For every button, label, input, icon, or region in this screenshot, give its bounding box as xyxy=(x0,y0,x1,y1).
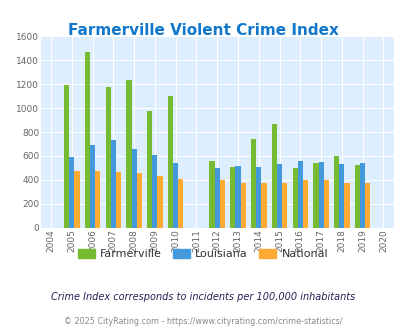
Bar xyxy=(147,111,152,228)
Bar xyxy=(343,183,349,228)
Bar xyxy=(95,172,100,228)
Bar xyxy=(271,124,276,228)
Bar xyxy=(281,183,287,228)
Bar xyxy=(173,162,178,228)
Bar xyxy=(116,172,121,228)
Bar xyxy=(209,161,214,228)
Bar xyxy=(339,164,343,228)
Text: Farmerville Violent Crime Index: Farmerville Violent Crime Index xyxy=(67,23,338,38)
Bar xyxy=(354,166,359,228)
Bar xyxy=(219,181,224,228)
Bar xyxy=(302,180,307,228)
Bar xyxy=(74,172,79,228)
Bar xyxy=(313,162,318,228)
Text: © 2025 CityRating.com - https://www.cityrating.com/crime-statistics/: © 2025 CityRating.com - https://www.city… xyxy=(64,317,341,326)
Bar xyxy=(261,183,266,228)
Bar xyxy=(276,164,281,228)
Legend: Farmerville, Louisiana, National: Farmerville, Louisiana, National xyxy=(73,244,332,263)
Bar xyxy=(323,181,328,228)
Bar xyxy=(240,183,245,228)
Bar xyxy=(318,162,323,228)
Bar xyxy=(333,156,339,228)
Bar xyxy=(64,85,69,228)
Bar xyxy=(131,149,136,228)
Text: Crime Index corresponds to incidents per 100,000 inhabitants: Crime Index corresponds to incidents per… xyxy=(51,292,354,302)
Bar xyxy=(167,96,173,228)
Bar xyxy=(126,80,131,228)
Bar xyxy=(105,86,111,228)
Bar xyxy=(178,179,183,228)
Bar xyxy=(292,169,297,228)
Bar xyxy=(364,183,369,228)
Bar xyxy=(152,155,157,228)
Bar xyxy=(85,52,90,228)
Bar xyxy=(256,167,261,228)
Bar xyxy=(90,145,95,228)
Bar xyxy=(235,166,240,228)
Bar xyxy=(214,169,219,228)
Bar xyxy=(157,176,162,228)
Bar xyxy=(230,167,235,228)
Bar xyxy=(69,156,74,228)
Bar xyxy=(297,161,302,228)
Bar xyxy=(111,140,116,228)
Bar xyxy=(250,139,256,228)
Bar xyxy=(359,162,364,228)
Bar xyxy=(136,173,141,228)
